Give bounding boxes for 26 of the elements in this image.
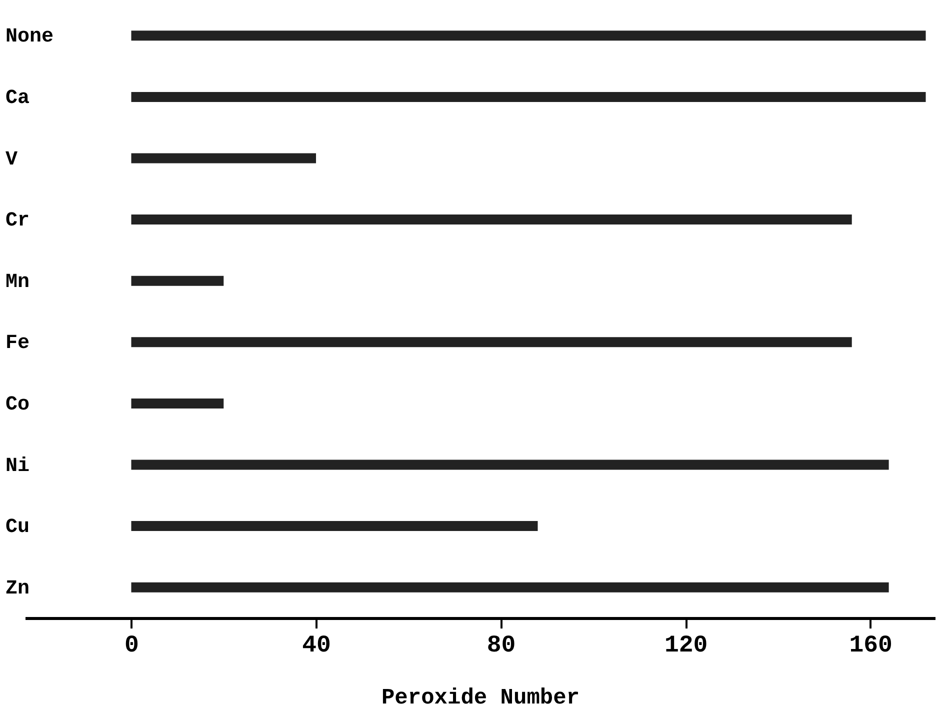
x-tick-label: 120 xyxy=(664,632,708,660)
y-tick-label: Cu xyxy=(6,516,30,540)
x-tick-label: 40 xyxy=(302,632,331,660)
x-tick-label: 80 xyxy=(486,632,516,660)
y-tick-label: Ni xyxy=(6,454,30,478)
bar xyxy=(131,276,224,286)
bar xyxy=(131,30,926,41)
bar xyxy=(131,521,538,532)
bar xyxy=(131,92,926,102)
y-tick-label: Ca xyxy=(6,86,30,110)
y-tick-label: Cr xyxy=(6,210,30,233)
x-tick-label: 0 xyxy=(124,632,139,660)
bar xyxy=(131,460,889,470)
y-tick-label: None xyxy=(6,26,54,49)
y-tick-label: Zn xyxy=(6,577,30,600)
bar xyxy=(131,398,224,408)
x-axis-title: Peroxide Number xyxy=(381,686,580,710)
y-tick-label: Fe xyxy=(6,332,30,356)
y-tick-label: Mn xyxy=(6,270,30,294)
y-tick-label: V xyxy=(6,148,18,172)
bar xyxy=(131,214,852,225)
x-tick-label: 160 xyxy=(849,632,892,660)
bar xyxy=(131,153,316,164)
y-tick-label: Co xyxy=(6,393,30,416)
bar xyxy=(131,582,889,592)
bar xyxy=(131,337,852,348)
